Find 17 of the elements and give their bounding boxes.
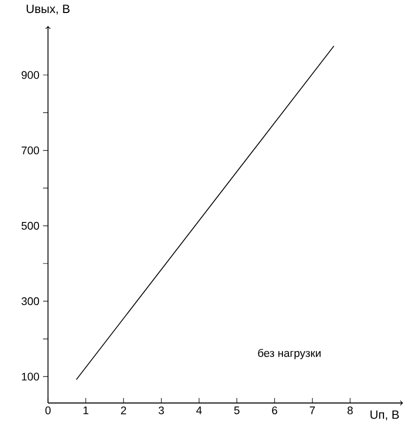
x-tick-label: 6 xyxy=(272,406,278,414)
y-tick-label: 900 xyxy=(22,71,40,79)
x-tick-label: 2 xyxy=(121,406,126,414)
y-tick-label: 100 xyxy=(22,372,40,381)
x-tick-label: 4 xyxy=(196,406,202,414)
annotation: без нагрузки xyxy=(258,348,321,360)
y-tick-label: 500 xyxy=(22,222,40,230)
x-tick-label: 7 xyxy=(310,406,315,414)
x-tick-label: 3 xyxy=(158,406,164,414)
y-tick-label: 300 xyxy=(22,297,40,306)
y-axis-title: Uвых, В xyxy=(26,4,70,14)
y-tick-label: 700 xyxy=(22,146,40,154)
x-tick-label: 1 xyxy=(84,406,88,414)
x-tick-label: 5 xyxy=(234,406,240,414)
x-tick-label: 8 xyxy=(348,406,353,414)
x-tick-label: 0 xyxy=(45,406,51,414)
x-axis-title: Uп, В xyxy=(370,410,399,420)
